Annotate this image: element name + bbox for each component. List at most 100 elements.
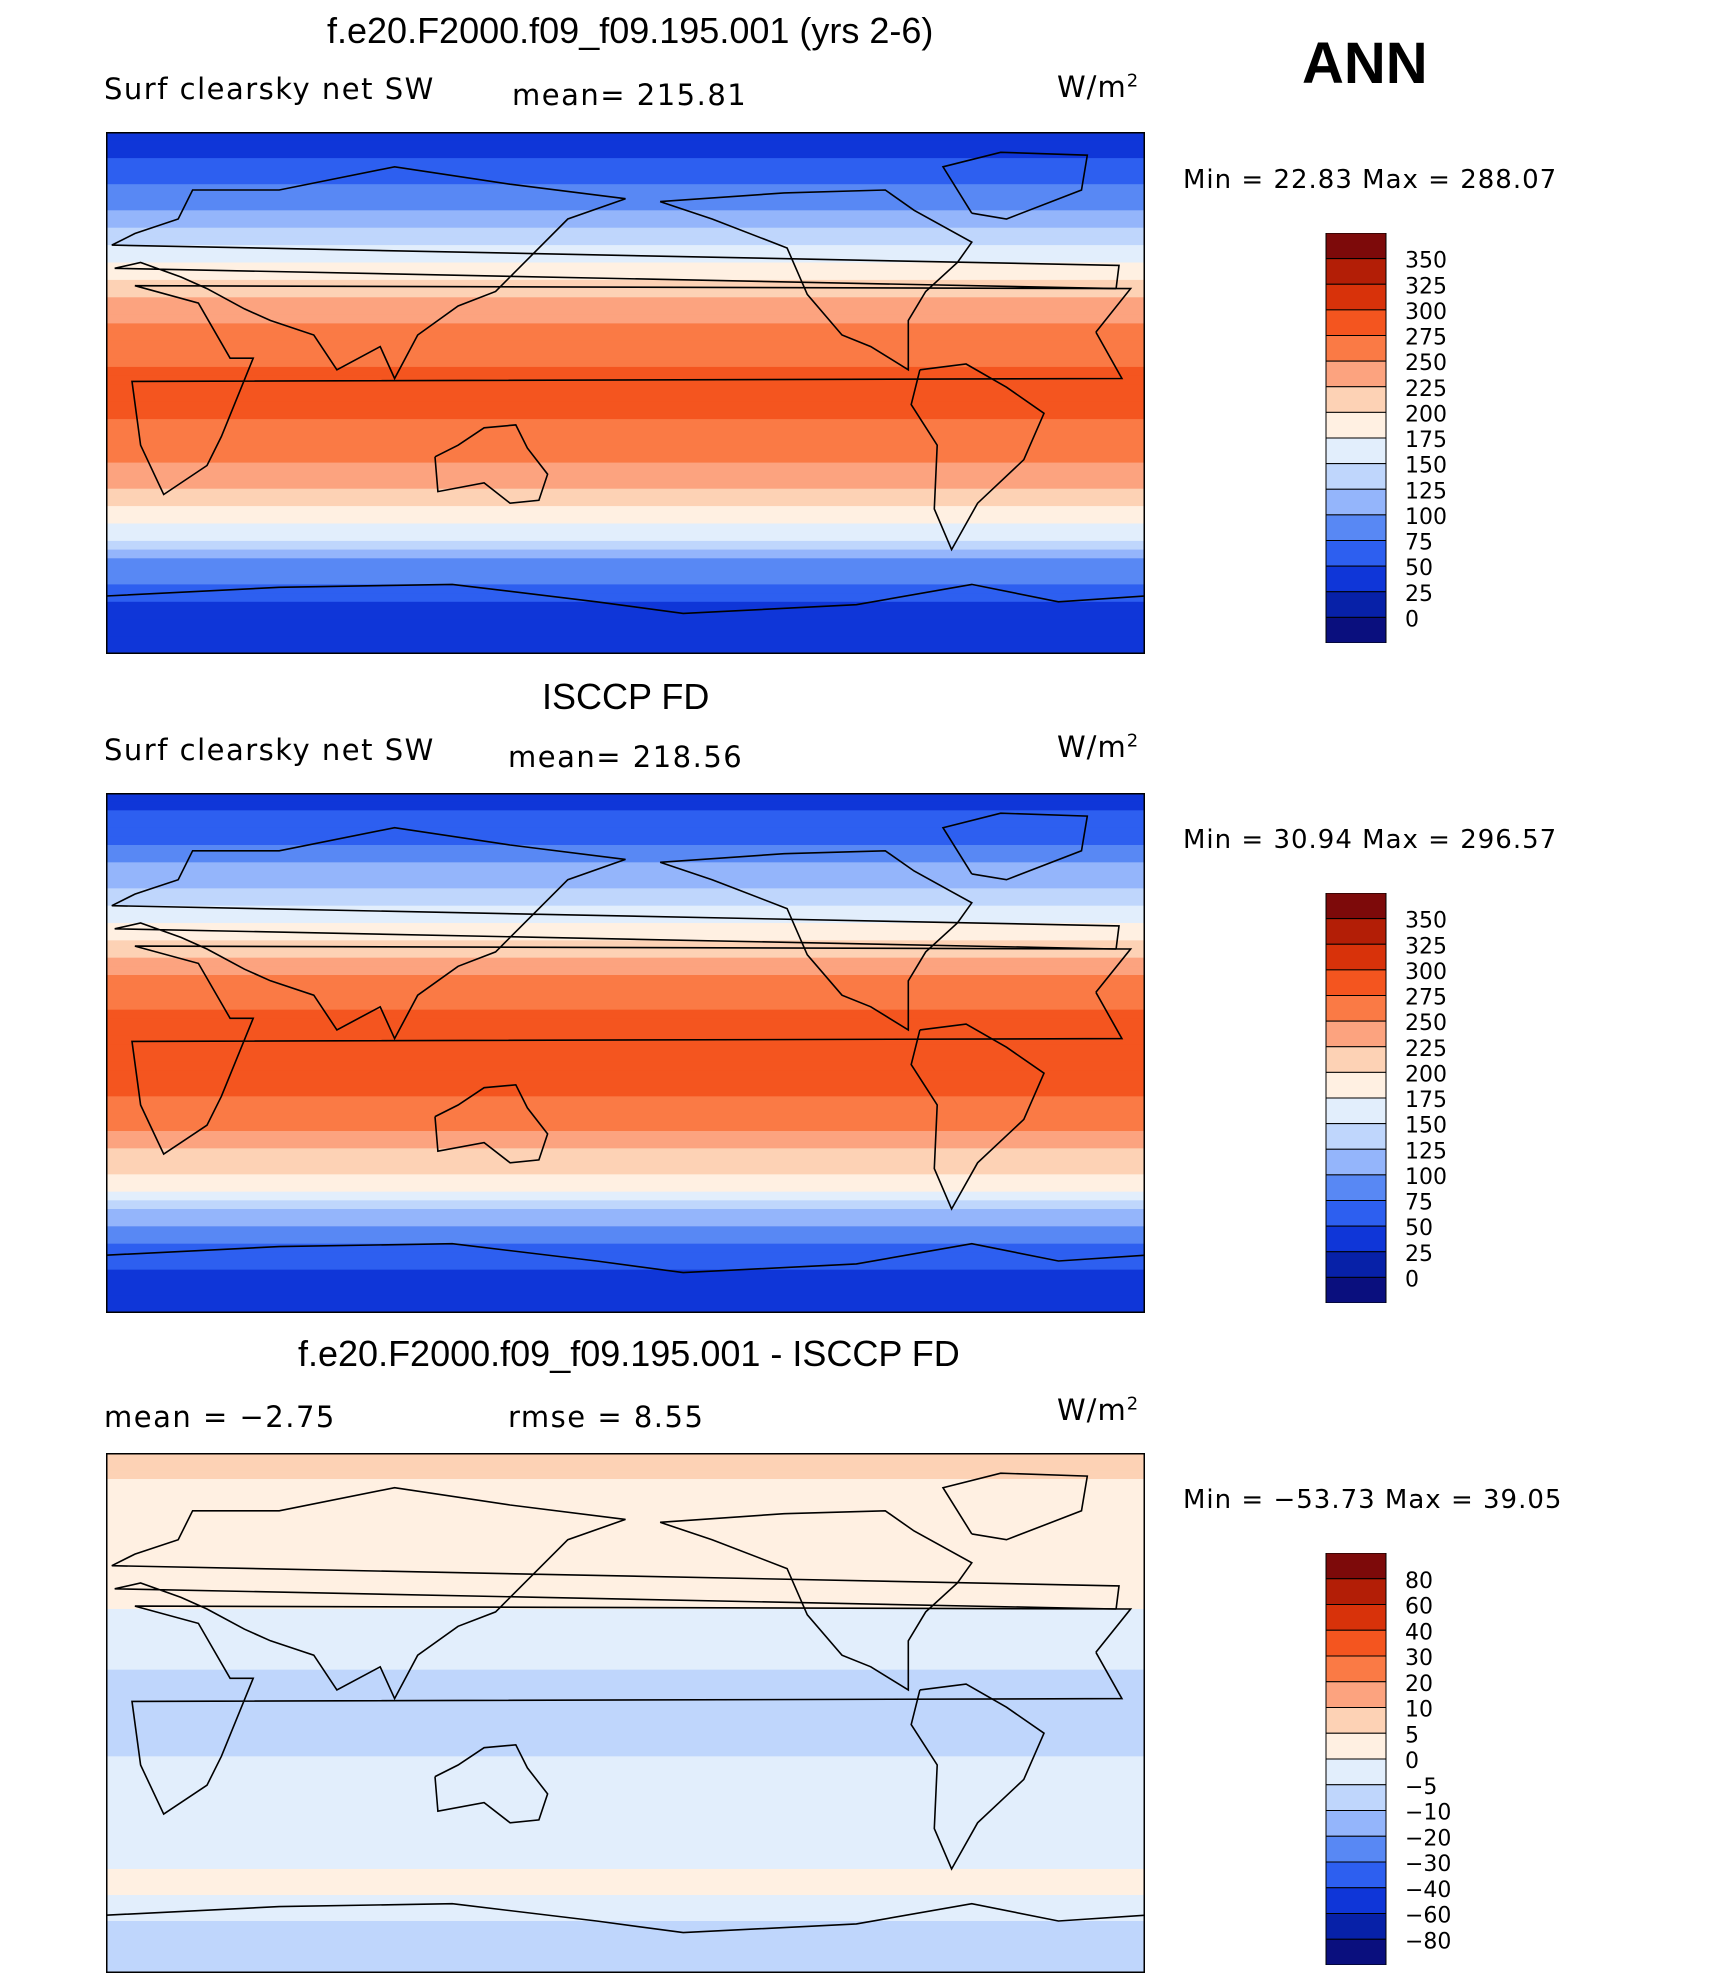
coastline-5 (941, 812, 1089, 881)
colorbar-box (1325, 1123, 1387, 1150)
zonal-band (106, 819, 1145, 829)
colorbar-box (1325, 1097, 1387, 1125)
zonal-band (106, 619, 1145, 629)
colorbar-box (1325, 514, 1387, 541)
zonal-band (106, 419, 1145, 429)
colorbar-box (1325, 540, 1387, 567)
colorbar-tick-label: −30 (1405, 1852, 1451, 1877)
coastline-1 (111, 1486, 1120, 1701)
zonal-band (106, 888, 1145, 898)
panel-1-units: W/m2 (1057, 70, 1140, 104)
colorbar-box (1325, 893, 1387, 920)
zonal-band (106, 314, 1145, 325)
coastline-6 (106, 583, 1145, 615)
zonal-band (106, 1947, 1145, 1957)
zonal-band (106, 1001, 1145, 1011)
colorbar-tick-label: 5 (1405, 1723, 1419, 1748)
zonal-band (106, 575, 1145, 586)
zonal-band (106, 845, 1145, 855)
colorbar-box (1325, 1553, 1387, 1580)
colorbar-tick-label: 150 (1405, 454, 1447, 479)
zonal-band (106, 480, 1145, 490)
colorbar-box (1325, 463, 1387, 490)
zonal-band (106, 1235, 1145, 1245)
zonal-band (106, 636, 1145, 647)
zonal-band (106, 1018, 1145, 1028)
panel-3-mean-label: mean = −2.75 (104, 1400, 336, 1434)
map-frame (106, 793, 1145, 1313)
zonal-band (106, 1669, 1145, 1680)
zonal-band (106, 1886, 1145, 1896)
zonal-band (106, 1825, 1145, 1836)
panel-3-rmse-label: rmse = 8.55 (508, 1400, 705, 1434)
zonal-band (106, 645, 1145, 654)
zonal-band (106, 1765, 1145, 1775)
zonal-band (106, 532, 1145, 542)
colorbar-box (1325, 335, 1387, 362)
zonal-band (106, 1453, 1145, 1463)
colorbar-box (1325, 283, 1387, 311)
zonal-band (106, 810, 1145, 820)
colorbar-box (1325, 1578, 1387, 1605)
zonal-band (106, 1739, 1145, 1749)
zonal-band (106, 393, 1145, 403)
zonal-band (106, 558, 1145, 568)
zonal-band (106, 897, 1145, 907)
zonal-band (106, 1626, 1145, 1636)
zonal-band (106, 1583, 1145, 1593)
zonal-band (106, 514, 1145, 525)
colorbar-box (1325, 1604, 1387, 1631)
zonal-band (106, 471, 1145, 481)
zonal-band (106, 1243, 1145, 1254)
zonal-band (106, 1713, 1145, 1723)
coastline-5 (941, 1472, 1089, 1541)
colorbar-tick-label: 300 (1405, 960, 1447, 985)
colorbar-tick-label: 40 (1405, 1620, 1433, 1645)
zonal-band (106, 1131, 1145, 1141)
zonal-band (106, 1912, 1145, 1922)
zonal-band (106, 245, 1145, 255)
zonal-band (106, 914, 1145, 924)
colorbar-tick-label: 50 (1405, 556, 1433, 581)
zonal-band (106, 1113, 1145, 1124)
zonal-band (106, 506, 1145, 516)
colorbar-box (1325, 1174, 1387, 1201)
colorbar-box (1325, 565, 1387, 593)
zonal-band (106, 879, 1145, 890)
colorbar-box (1325, 943, 1387, 971)
colorbar-tick-label: 25 (1405, 1242, 1433, 1267)
colorbar-tick-label: 200 (1405, 1062, 1447, 1087)
panel-2-mean-label: mean= 218.56 (508, 740, 744, 774)
zonal-band (106, 1687, 1145, 1697)
zonal-band (106, 957, 1145, 968)
zonal-band (106, 349, 1145, 360)
zonal-band (106, 1851, 1145, 1862)
zonal-band (106, 1027, 1145, 1037)
zonal-band (106, 306, 1145, 316)
colorbar-tick-label: 275 (1405, 326, 1447, 351)
colorbar-tick-label: 60 (1405, 1595, 1433, 1620)
zonal-band (106, 836, 1145, 846)
panel-2-units: W/m2 (1057, 730, 1140, 764)
colorbar-box (1325, 488, 1387, 516)
colorbar-box (1325, 1148, 1387, 1176)
zonal-band (106, 1730, 1145, 1740)
colorbar-box (1325, 1758, 1387, 1786)
zonal-band (106, 158, 1145, 168)
zonal-band (106, 871, 1145, 881)
coastline-0 (131, 284, 1133, 496)
colorbar-tick-label: −5 (1405, 1775, 1437, 1800)
coastline-6 (106, 1902, 1145, 1934)
colorbar-tick-label: −60 (1405, 1904, 1451, 1929)
zonal-band (106, 1895, 1145, 1905)
zonal-band (106, 1269, 1145, 1280)
zonal-band (106, 1652, 1145, 1662)
colorbar-tick-label: 225 (1405, 377, 1447, 402)
coastline-2 (434, 424, 549, 505)
zonal-band (106, 1799, 1145, 1810)
zonal-band (106, 1287, 1145, 1297)
zonal-band (106, 219, 1145, 229)
zonal-band (106, 523, 1145, 534)
